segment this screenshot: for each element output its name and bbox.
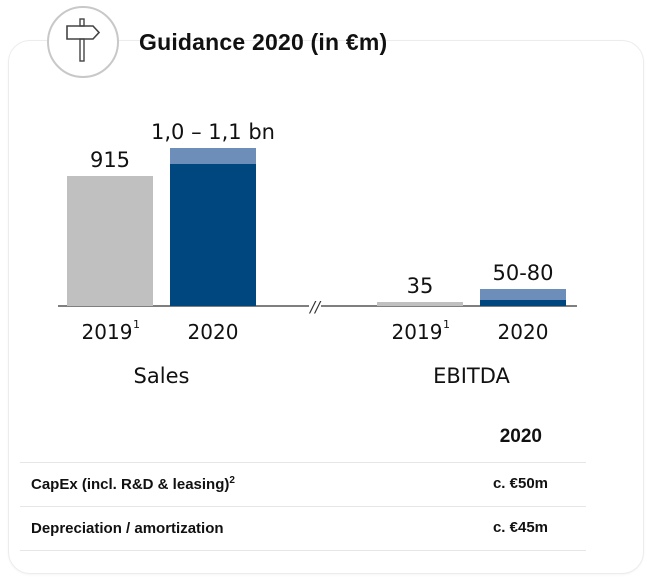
bar-range-sales-2020 [170,148,256,164]
table-header: 2020 [20,418,586,462]
footnote-marker: 2 [229,475,235,486]
guidance-card [8,40,644,574]
data-label: 50-80 [492,261,553,285]
column-header-2020: 2020 [499,426,542,447]
bar-low-sales-2020 [170,164,256,306]
row-label-text: Depreciation / amortization [31,520,224,537]
bar-low-ebitda-2020 [480,300,566,306]
bar-sales-2019 [67,176,153,306]
footnote-marker: 1 [443,318,450,331]
group-label-sales: Sales [134,364,190,388]
table-row: CapEx (incl. R&D & leasing)2 c. €50m [20,462,586,506]
table-row: Depreciation / amortization c. €45m [20,506,586,551]
tick-label: 2019 [392,320,443,344]
axis-break-mark: // [308,298,322,316]
bar-ebitda-2019 [377,302,463,306]
row-value: c. €45m [492,519,548,536]
bar-range-ebitda-2020 [480,289,566,300]
data-label: 1,0 – 1,1 bn [151,120,275,144]
guidance-table: 2020 CapEx (incl. R&D & leasing)2 c. €50… [20,418,586,551]
tick-label: 2019 [82,320,133,344]
data-label: 35 [407,274,434,298]
row-label: CapEx (incl. R&D & leasing)2 [31,475,235,493]
data-label: 915 [90,148,130,172]
signpost-icon [47,6,119,78]
row-label: Depreciation / amortization [31,519,224,537]
tick-label: 2020 [498,320,549,344]
page-title: Guidance 2020 (in €m) [139,29,388,55]
tick-label: 2020 [188,320,239,344]
row-value: c. €50m [492,475,548,492]
row-label-text: CapEx (incl. R&D & leasing) [31,476,230,493]
group-label-ebitda: EBITDA [433,364,510,388]
footnote-marker: 1 [133,318,140,331]
